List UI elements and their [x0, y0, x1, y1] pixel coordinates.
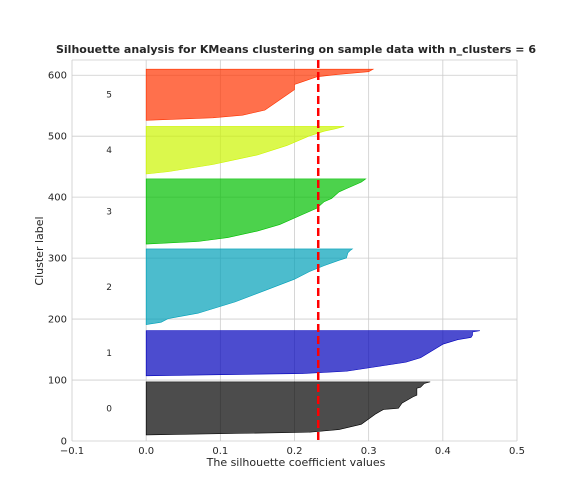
y-tick-label: 500	[48, 132, 67, 143]
x-tick-label: 0.2	[287, 446, 303, 457]
y-tick-label: 200	[48, 315, 67, 326]
y-tick-label: 600	[48, 71, 67, 82]
y-tick-label: 100	[48, 376, 67, 387]
cluster-label-3: 3	[106, 207, 112, 217]
x-tick-label: 0.5	[509, 446, 525, 457]
y-tick-label: 300	[48, 254, 67, 265]
y-axis-ticks: 0 100 200 300 400 500 600	[48, 71, 67, 448]
silhouette-cluster-4	[145, 126, 345, 175]
x-axis-ticks: −0.1 0.0 0.1 0.2 0.3 0.4 0.5	[60, 446, 525, 457]
cluster-label-5: 5	[106, 91, 112, 101]
x-tick-label: 0.1	[212, 446, 228, 457]
cluster-label-1: 1	[106, 349, 112, 359]
x-tick-label: 0.3	[361, 446, 377, 457]
silhouette-cluster-5	[145, 68, 375, 121]
cluster-label-2: 2	[106, 283, 112, 293]
x-tick-label: −0.1	[60, 446, 84, 457]
x-axis-label: The silhouette coefficient values	[206, 456, 386, 469]
y-axis-label: Cluster label	[33, 216, 46, 285]
silhouette-cluster-2	[145, 248, 354, 325]
silhouette-cluster-0	[145, 381, 431, 436]
silhouette-cluster-1	[145, 330, 480, 377]
silhouette-bars	[145, 68, 480, 436]
y-tick-label: 400	[48, 193, 67, 204]
y-tick-label: 0	[61, 437, 67, 448]
cluster-labels: 0 1 2 3 4 5	[106, 91, 112, 415]
silhouette-cluster-3	[145, 178, 367, 245]
x-tick-label: 0.4	[435, 446, 451, 457]
cluster-label-4: 4	[106, 146, 112, 156]
chart-title: Silhouette analysis for KMeans clusterin…	[56, 43, 536, 56]
x-tick-label: 0.0	[138, 446, 154, 457]
cluster-label-0: 0	[106, 404, 112, 414]
